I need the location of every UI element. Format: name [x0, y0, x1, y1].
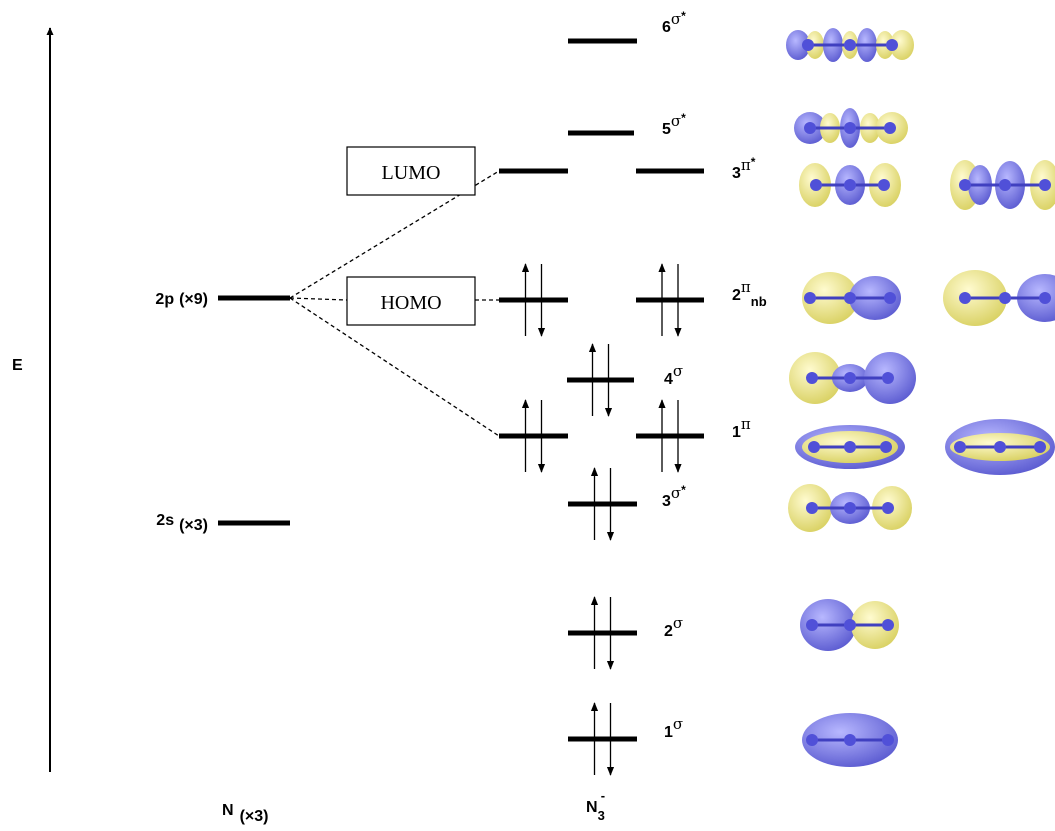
atom — [804, 292, 816, 304]
mo-symbol: σ — [671, 484, 681, 502]
mo-label: 2πnb — [732, 278, 767, 309]
atom — [959, 292, 971, 304]
atom — [804, 122, 816, 134]
level-name: 2s — [156, 512, 174, 529]
atom — [884, 122, 896, 134]
mo-label: 2σ — [664, 614, 683, 640]
mo-number: 2 — [664, 623, 673, 640]
atom — [844, 372, 856, 384]
mo-superscript: * — [681, 9, 686, 23]
atom — [806, 372, 818, 384]
atom — [999, 179, 1011, 191]
mo-number: 2 — [732, 287, 741, 304]
mo-symbol: σ — [671, 10, 681, 28]
mo-symbol: π — [741, 278, 751, 296]
mo-label: 1π — [732, 415, 751, 441]
atom-label: N (×3) — [222, 802, 268, 825]
mo-number: 1 — [664, 724, 673, 741]
atom — [884, 292, 896, 304]
atom — [882, 372, 894, 384]
mo-label: 1σ — [664, 715, 683, 741]
level-label: 2p (×9) — [155, 291, 208, 308]
mo-label: 5σ* — [662, 111, 686, 138]
level-label: 2s (×3) — [156, 512, 208, 534]
mo-superscript: * — [681, 483, 686, 497]
mo-symbol: σ — [671, 112, 681, 130]
mo-symbol: π — [741, 156, 751, 174]
level-count: (×3) — [179, 517, 208, 534]
atom — [880, 441, 892, 453]
atom — [954, 441, 966, 453]
molecule-superscript: - — [601, 788, 605, 803]
mo-superscript: * — [681, 111, 686, 125]
mo-number: 3 — [732, 165, 741, 182]
mo-label: 4σ — [664, 362, 683, 388]
atom — [886, 39, 898, 51]
mo-number: 5 — [662, 121, 671, 138]
mo-number: 1 — [732, 424, 741, 441]
mo-symbol: σ — [673, 614, 683, 632]
mo-label: 3σ* — [662, 483, 686, 510]
atom — [806, 734, 818, 746]
mo-number: 6 — [662, 19, 671, 36]
mo-superscript: * — [751, 155, 756, 169]
atom — [994, 441, 1006, 453]
molecule-subscript: 3 — [598, 808, 605, 823]
mo-diagram: E 2p(×9) 2s(×3) N(×3) N3- LUMO HOMO 6σ*5… — [0, 0, 1055, 831]
atom — [882, 734, 894, 746]
atom — [878, 179, 890, 191]
mo-number: 3 — [662, 493, 671, 510]
atom — [959, 179, 971, 191]
molecule-label: N3 - — [586, 788, 605, 823]
atom — [844, 619, 856, 631]
lumo-label: LUMO — [382, 162, 441, 184]
atom — [808, 441, 820, 453]
mo-subscript: nb — [751, 294, 767, 309]
atom — [882, 502, 894, 514]
atom — [844, 502, 856, 514]
level-count: (×9) — [179, 291, 208, 308]
mo-number: 4 — [664, 371, 673, 388]
homo-label: HOMO — [380, 292, 441, 314]
atom — [999, 292, 1011, 304]
atom — [844, 39, 856, 51]
atom — [882, 619, 894, 631]
axis-label: E — [12, 357, 23, 374]
atom — [844, 179, 856, 191]
mo-symbol: π — [741, 415, 751, 433]
orbital-images — [786, 28, 1055, 767]
atom — [802, 39, 814, 51]
atom — [844, 734, 856, 746]
mo-symbol: σ — [673, 715, 683, 733]
atom — [844, 122, 856, 134]
atom — [806, 619, 818, 631]
atom — [806, 502, 818, 514]
mo-label: 3π* — [732, 155, 756, 182]
level-name: 2p — [155, 291, 174, 308]
mo-symbol: σ — [673, 362, 683, 380]
mo-label: 6σ* — [662, 9, 686, 36]
atom — [810, 179, 822, 191]
molecule-symbol: N — [586, 799, 598, 816]
atom — [844, 441, 856, 453]
atom — [1034, 441, 1046, 453]
atom — [1039, 292, 1051, 304]
atom — [844, 292, 856, 304]
atom-count: (×3) — [240, 808, 269, 825]
atom-symbol: N — [222, 802, 234, 819]
atom — [1039, 179, 1051, 191]
page: {"axis_label": "E", "atomic_levels": [{"… — [0, 0, 1055, 831]
